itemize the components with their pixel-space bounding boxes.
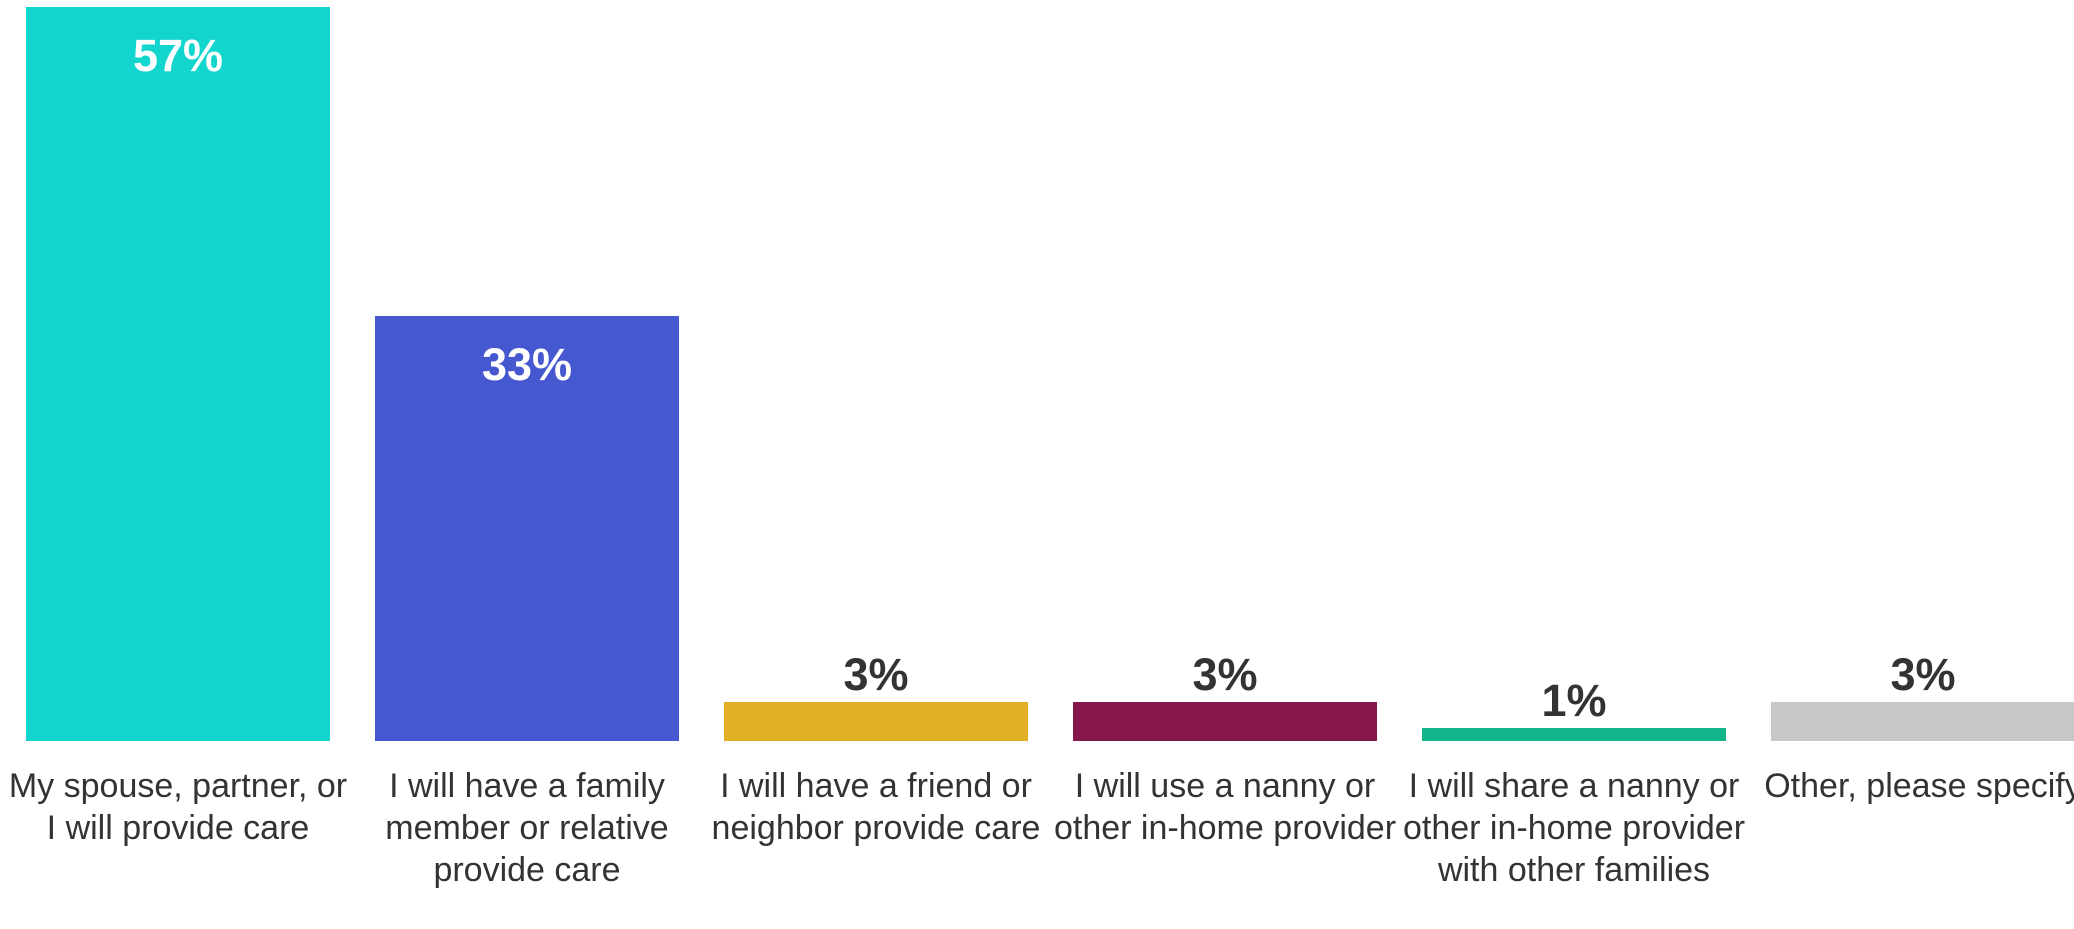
bar [375, 316, 679, 741]
bar [26, 7, 330, 741]
value-label: 3% [843, 649, 909, 701]
category-label: I will use a nanny or other in-home prov… [1053, 767, 1397, 847]
bar [1073, 702, 1377, 741]
bar [724, 702, 1028, 741]
category-label: I will have a family member or relative … [385, 767, 669, 889]
category-label: I will have a friend or neighbor provide… [711, 767, 1041, 847]
category-label: Other, please specify [1764, 767, 2074, 805]
value-label: 33% [481, 339, 573, 391]
bar [1422, 728, 1726, 741]
value-label: 3% [1890, 649, 1956, 701]
category-label: I will share a nanny or other in-home pr… [1402, 767, 1746, 889]
value-label: 57% [132, 30, 224, 81]
category-label: My spouse, partner, or I will provide ca… [8, 767, 348, 847]
bar [1771, 702, 2074, 741]
value-label: 1% [1541, 675, 1607, 727]
value-label: 3% [1192, 649, 1258, 701]
